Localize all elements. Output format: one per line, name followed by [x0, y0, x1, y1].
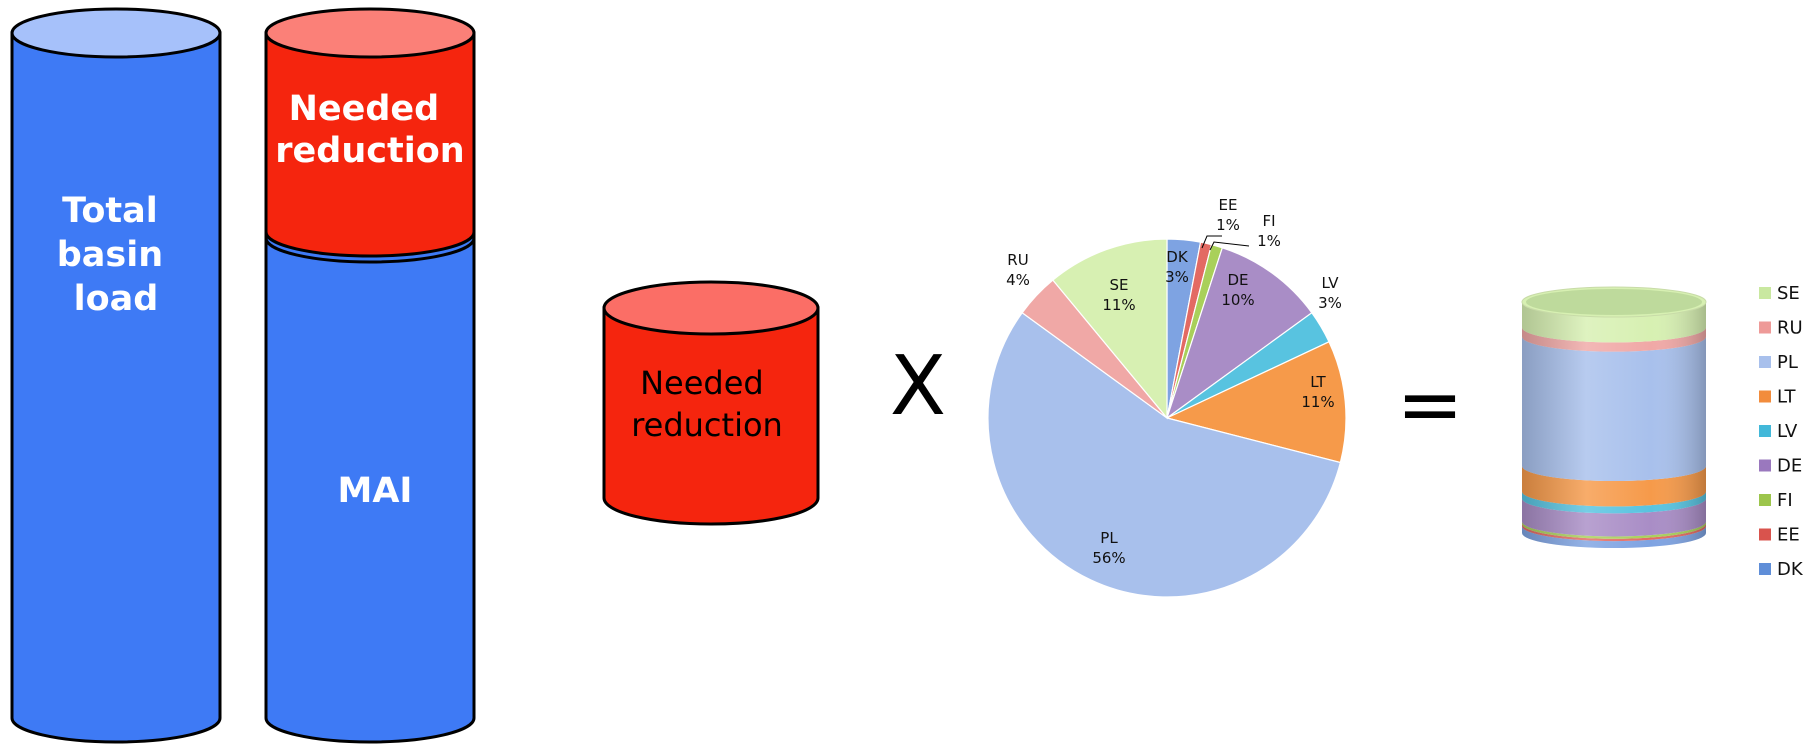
mai-cylinder-body [264, 230, 476, 744]
needed-reduction-cylinder-body [602, 306, 820, 526]
legend-item-lt: LT [1759, 387, 1797, 408]
pie-label-code: EE [1219, 196, 1238, 214]
legend-label: DE [1777, 456, 1802, 477]
legend-label: SE [1777, 283, 1800, 304]
mai-label: MAI [338, 471, 413, 511]
total-basin-load-label: Total basin load [57, 191, 176, 319]
legend-swatch [1759, 425, 1771, 437]
pie-label-code: LV [1322, 274, 1340, 292]
legend-swatch [1759, 287, 1771, 299]
needed-reduction-top-label: Needed reduction [275, 89, 464, 171]
pie-label-code: PL [1100, 529, 1118, 547]
legend-label: LV [1777, 421, 1798, 442]
pie-label-code: SE [1110, 276, 1129, 294]
pie-label-percent: 4% [1006, 271, 1030, 289]
equals-operator: = [1396, 358, 1463, 451]
pie-label-ee: EE 1% [1216, 196, 1240, 234]
legend-swatch [1759, 459, 1771, 472]
legend-label: FI [1777, 490, 1793, 511]
legend-label: PL [1777, 352, 1798, 373]
pie-label-se: SE 11% [1102, 276, 1135, 314]
needed-reduction-segment-top [264, 7, 476, 59]
pie-slice-se [1052, 238, 1168, 420]
country-share-pie-chart [987, 238, 1347, 598]
pie-label-code: FI [1262, 212, 1275, 230]
pie-label-percent: 1% [1216, 216, 1240, 234]
total-cylinder-body [10, 31, 222, 744]
legend-swatch [1759, 528, 1771, 541]
pie-label-percent: 11% [1301, 393, 1334, 411]
legend-label: LT [1777, 387, 1797, 408]
needed-reduction-cylinder: Needed reduction [602, 280, 820, 526]
legend-item-fi: FI [1759, 490, 1793, 511]
legend-item-ee: EE [1759, 525, 1800, 546]
pie-label-percent: 11% [1102, 296, 1135, 314]
pie-label-dk: DK 3% [1165, 248, 1189, 286]
pie-slice-lt [1165, 340, 1347, 464]
needed-reduction-middle-label: Needed reduction [631, 364, 783, 444]
legend-swatch [1759, 563, 1771, 575]
pie-leader-line-ee [1201, 235, 1222, 249]
multiply-operator: X [890, 339, 946, 434]
pie-label-code: DE [1227, 271, 1248, 289]
pie-leader-line-fi [1209, 241, 1250, 251]
result-stacked-cylinder [1521, 286, 1707, 548]
pie-label-code: LT [1310, 373, 1326, 391]
pie-label-percent: 56% [1092, 549, 1125, 567]
split-load-cylinder: Needed reduction MAI [264, 7, 476, 744]
pie-slice-de [1165, 247, 1313, 420]
legend-swatch [1759, 356, 1771, 368]
pie-label-percent: 3% [1165, 268, 1189, 286]
pie-label-ru: RU 4% [1006, 251, 1030, 289]
legend-item-pl: PL [1759, 352, 1798, 373]
country-legend: SE RU PL LT LV DE FI EE DK [1759, 283, 1804, 580]
pie-slice-pl [987, 311, 1342, 598]
pie-label-code: DK [1166, 248, 1189, 266]
legend-item-de: DE [1759, 456, 1802, 477]
legend-label: DK [1777, 559, 1804, 580]
pie-label-percent: 10% [1221, 291, 1254, 309]
pie-label-fi: FI 1% [1257, 212, 1281, 250]
result-cylinder-shading [1522, 302, 1706, 548]
total-cylinder-top [10, 7, 222, 59]
legend-swatch [1759, 390, 1771, 403]
pie-label-de: DE 10% [1221, 271, 1254, 309]
pie-label-lt: LT 11% [1301, 373, 1334, 411]
legend-label: RU [1777, 318, 1803, 339]
legend-swatch [1759, 494, 1771, 506]
needed-reduction-cylinder-top [602, 280, 820, 336]
legend-item-dk: DK [1759, 559, 1804, 580]
needed-reduction-segment-body [264, 31, 476, 258]
legend-label: EE [1777, 525, 1800, 546]
pie-label-pl: PL 56% [1092, 529, 1125, 567]
total-basin-load-cylinder: Total basin load [10, 7, 222, 744]
pie-label-code: RU [1007, 251, 1028, 269]
pie-label-percent: 3% [1318, 294, 1342, 312]
legend-item-se: SE [1759, 283, 1800, 304]
legend-swatch [1759, 321, 1771, 334]
pie-label-lv: LV 3% [1318, 274, 1342, 312]
result-cylinder-top-highlight [1526, 289, 1702, 315]
legend-item-lv: LV [1759, 421, 1798, 442]
segment-divider [264, 237, 476, 264]
pie-label-percent: 1% [1257, 232, 1281, 250]
pie-chart-labels: DK 3% EE 1% FI 1% DE 10% LV 3% LT 11% PL 56% RU 4% SE 11% [1006, 196, 1342, 567]
legend-item-ru: RU [1759, 318, 1803, 339]
